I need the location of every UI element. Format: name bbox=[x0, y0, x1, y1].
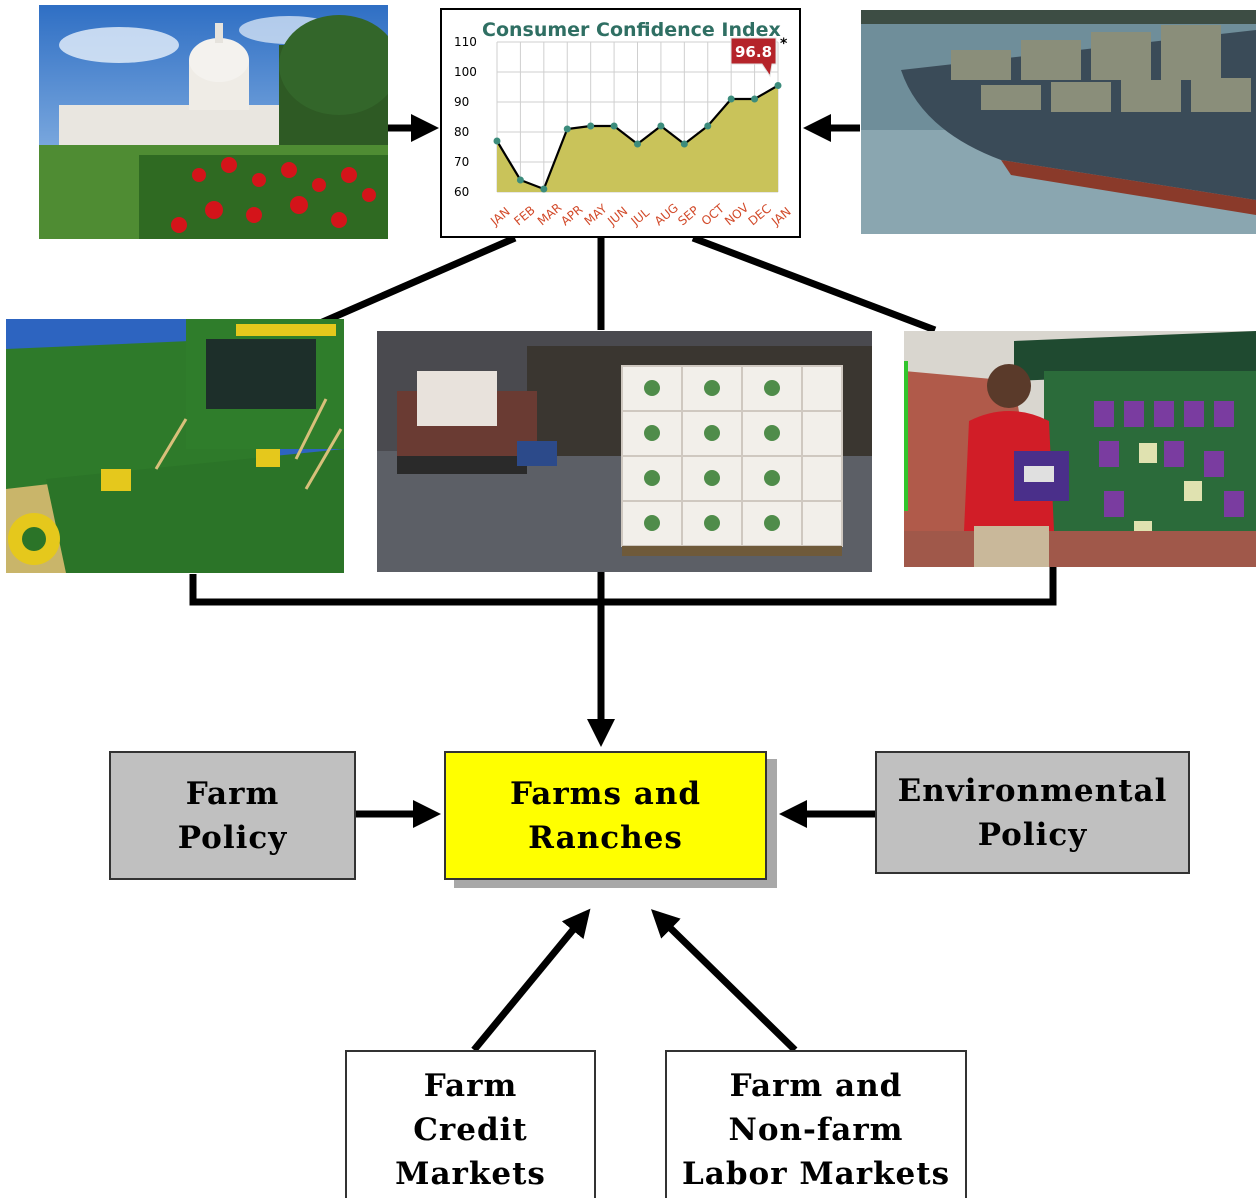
chart-point bbox=[493, 137, 501, 145]
chart-y-tick-label: 110 bbox=[454, 35, 477, 49]
chart-callout-marker: * bbox=[780, 36, 788, 52]
chart-x-tick-label: AUG bbox=[652, 201, 681, 229]
farm-policy-line-2: Policy bbox=[177, 819, 288, 856]
chart-point bbox=[516, 176, 524, 184]
farm-policy-box: Farm Policy bbox=[109, 751, 356, 880]
combine-harvester-photo bbox=[6, 319, 344, 573]
labor-markets-line-1: Farm and bbox=[729, 1068, 903, 1104]
chart-point bbox=[657, 122, 665, 130]
chart-x-tick-label: MAY bbox=[582, 201, 611, 228]
chart-title: Consumer Confidence Index bbox=[482, 19, 781, 41]
chart-callout: 96.8 * bbox=[730, 36, 788, 78]
chart-y-tick-label: 70 bbox=[454, 155, 469, 169]
farms-and-ranches-line-2: Ranches bbox=[528, 819, 683, 856]
line-chart-to-shopper bbox=[691, 234, 937, 334]
capitol-photo bbox=[39, 5, 388, 239]
chart-x-tick-label: JAN bbox=[768, 204, 793, 229]
chart-x-tick-label: JUL bbox=[628, 205, 653, 229]
arrow-labor-to-farms bbox=[650, 909, 798, 1053]
environmental-policy-box: Environmental Policy bbox=[875, 751, 1190, 874]
chart-callout-box bbox=[730, 37, 777, 78]
farm-credit-line-3: Markets bbox=[395, 1156, 546, 1192]
consumer-confidence-chart: Consumer Confidence Index 60 70 80 90 100 110… bbox=[440, 8, 801, 238]
chart-y-tick-label: 80 bbox=[454, 125, 469, 139]
chart-y-tick-label: 100 bbox=[454, 65, 477, 79]
chart-point bbox=[634, 140, 641, 148]
labor-markets-line-2: Non-farm bbox=[728, 1112, 904, 1148]
labor-markets-box: Farm and Non-farm Labor Markets bbox=[665, 1050, 967, 1198]
chart-y-ticks: 60 70 80 90 100 110 bbox=[454, 35, 477, 199]
chart-point bbox=[704, 122, 712, 130]
chart-y-tick-label: 60 bbox=[454, 185, 469, 199]
line-chart-to-harvester bbox=[316, 234, 517, 328]
cargo-ship-photo bbox=[861, 10, 1256, 234]
farm-credit-markets-box: Farm Credit Markets bbox=[345, 1050, 596, 1198]
chart-points bbox=[493, 82, 782, 193]
farms-and-ranches-line-1: Farms and bbox=[509, 775, 702, 812]
chart-x-tick-label: DEC bbox=[746, 201, 774, 228]
chart-point bbox=[727, 95, 735, 103]
chart-x-tick-label: APR bbox=[558, 202, 585, 228]
environmental-policy-line-1: Environmental bbox=[897, 772, 1168, 809]
chart-x-tick-label: MAR bbox=[535, 200, 565, 228]
chart-x-tick-label: JUN bbox=[604, 204, 630, 229]
labor-markets-line-3: Labor Markets bbox=[681, 1156, 951, 1192]
chart-callout-value: 96.8 bbox=[735, 43, 772, 61]
chart-point bbox=[751, 95, 759, 103]
chart-x-tick-label: SEP bbox=[675, 203, 701, 228]
chart-point bbox=[610, 122, 618, 130]
chart-point bbox=[680, 140, 688, 148]
chart-area-fill bbox=[497, 85, 778, 192]
farm-credit-line-1: Farm bbox=[423, 1068, 518, 1104]
bracket-middle-photos bbox=[189, 567, 1057, 606]
chart-y-tick-label: 90 bbox=[454, 95, 469, 109]
chart-point bbox=[774, 82, 782, 89]
environmental-policy-line-2: Policy bbox=[977, 816, 1088, 853]
supermarket-shopper-photo bbox=[904, 331, 1256, 567]
chart-point bbox=[587, 122, 595, 130]
arrow-credit-to-farms bbox=[471, 908, 591, 1053]
farm-policy-line-1: Farm bbox=[185, 775, 280, 812]
chart-x-tick-label: NOV bbox=[722, 200, 752, 228]
chart-point bbox=[540, 185, 548, 193]
chart-x-tick-label: FEB bbox=[511, 203, 537, 228]
chart-x-tick-label: OCT bbox=[699, 201, 728, 228]
boxed-produce-loading-photo bbox=[377, 331, 872, 572]
chart-x-tick-label: JAN bbox=[487, 204, 512, 229]
chart-point bbox=[563, 125, 571, 133]
farm-credit-line-2: Credit bbox=[413, 1112, 528, 1148]
farms-and-ranches-box: Farms and Ranches bbox=[444, 751, 767, 880]
